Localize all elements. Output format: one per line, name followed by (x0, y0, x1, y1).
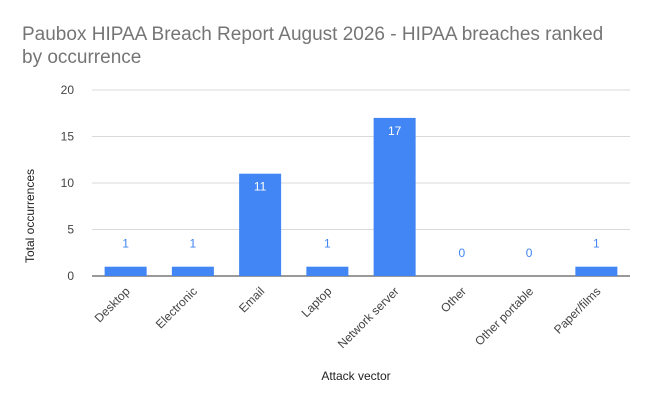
data-label: 1 (190, 237, 197, 251)
data-label: 0 (526, 246, 533, 260)
x-tick-label: Laptop (299, 284, 335, 320)
x-tick-label: Network server (335, 284, 402, 351)
data-label: 1 (593, 237, 600, 251)
y-axis-title: Total occurrences (23, 169, 37, 263)
bars (104, 117, 618, 277)
x-axis-title: Attack vector (321, 369, 390, 383)
chart-title-line-1: Paubox HIPAA Breach Report August 2026 -… (22, 24, 603, 45)
y-tick-label: 20 (61, 83, 75, 97)
bar (239, 173, 282, 276)
bar (306, 266, 349, 276)
chart-title-line-2: by occurrence (22, 47, 141, 68)
x-tick-label: Desktop (92, 284, 133, 325)
x-tick-label: Other portable (472, 284, 536, 348)
bar (575, 266, 618, 276)
y-tick-label: 10 (61, 176, 75, 190)
data-label: 1 (122, 237, 129, 251)
x-tick-label: Email (236, 284, 267, 315)
y-axis-tick-labels: 0 5 10 15 20 (61, 83, 75, 283)
x-tick-label: Electronic (153, 284, 200, 331)
y-tick-label: 15 (61, 130, 75, 144)
y-tick-label: 0 (67, 269, 74, 283)
x-tick-label: Paper/films (551, 284, 603, 336)
data-label: 1 (324, 237, 331, 251)
data-label: 17 (388, 124, 402, 138)
bar (104, 266, 147, 276)
y-tick-label: 5 (67, 223, 74, 237)
x-tick-label: Other (438, 284, 469, 315)
gridlines (92, 89, 630, 277)
data-label: 0 (459, 246, 466, 260)
bar (373, 117, 416, 277)
x-axis-tick-labels: Desktop Electronic Email Laptop Network serv… (92, 284, 604, 351)
data-label: 11 (254, 180, 267, 194)
bar (171, 266, 214, 276)
